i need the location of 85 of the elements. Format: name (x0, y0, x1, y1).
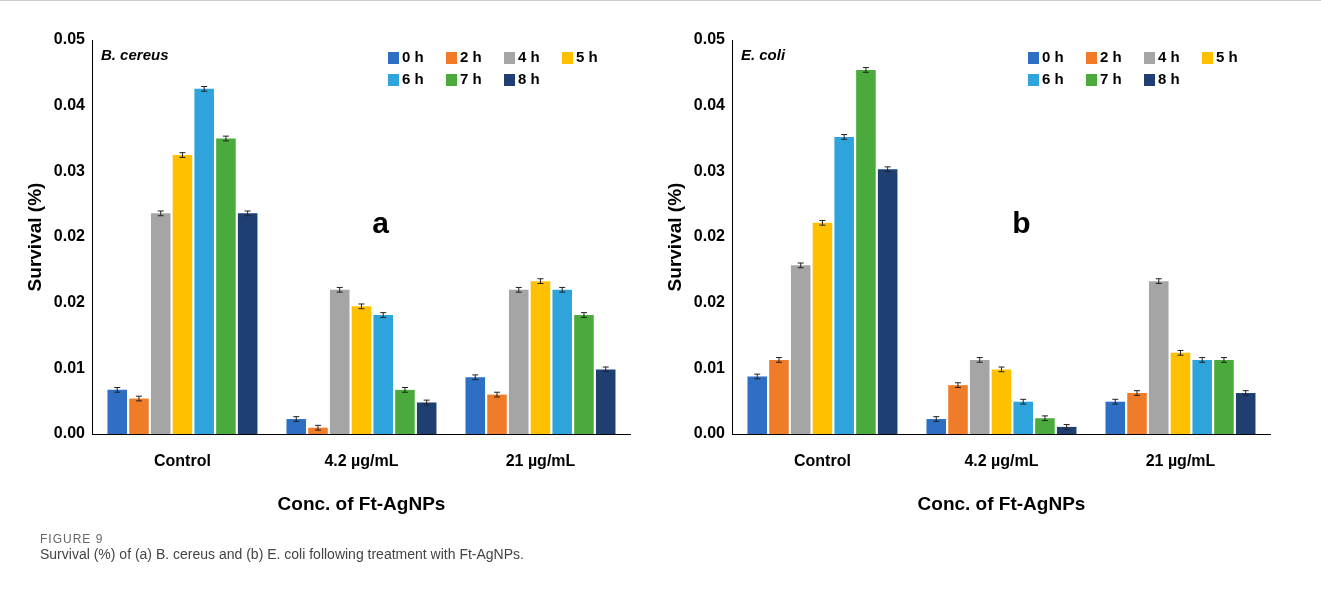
legend-label: 8 h (518, 70, 540, 88)
bar (856, 69, 876, 434)
bar (552, 289, 573, 434)
bar (948, 385, 968, 434)
bar (1056, 426, 1077, 434)
legend-label: 4 h (518, 48, 540, 66)
bar (769, 359, 789, 434)
caption: FIGURE 9 (40, 532, 105, 546)
bar (1170, 352, 1191, 434)
bar (395, 389, 415, 434)
legend-label: 6 h (402, 70, 424, 88)
bar (1127, 393, 1147, 434)
x-tick-label: Control (154, 452, 211, 470)
y-axis-title: Survival (%) (23, 182, 45, 292)
bar (926, 419, 947, 434)
legend-label: 0 h (1042, 48, 1064, 66)
y-tick-label: 0.02 (693, 227, 726, 245)
bar (1035, 418, 1055, 434)
y-axis-title: Survival (%) (663, 182, 685, 292)
bar (329, 289, 350, 434)
bar (969, 359, 990, 434)
bar (107, 389, 128, 434)
y-tick-label: 0.05 (693, 30, 726, 48)
bar (1013, 401, 1033, 434)
bar (991, 369, 1012, 434)
bar (877, 169, 898, 434)
y-tick-label: 0.01 (53, 358, 86, 376)
bar (1214, 359, 1234, 434)
bar (194, 88, 214, 434)
y-tick-label: 0.04 (53, 96, 86, 114)
x-axis-title: Conc. of Ft-AgNPs (917, 492, 1086, 514)
y-tick-label: 0.03 (693, 161, 726, 179)
bar (1105, 401, 1126, 434)
bar (465, 377, 486, 434)
bar (530, 281, 551, 434)
annotation: a (372, 205, 390, 239)
legend-label: 5 h (576, 48, 598, 66)
y-tick-label: 0.01 (693, 358, 726, 376)
x-tick-label: 21 µg/mL (505, 452, 576, 470)
legend-label: 6 h (1042, 70, 1064, 88)
legend-label: 8 h (1158, 70, 1180, 88)
bar (487, 394, 507, 434)
bar (373, 315, 393, 434)
y-tick-label: 0.03 (53, 161, 86, 179)
y-tick-label: 0.00 (693, 424, 726, 442)
bar (790, 265, 811, 434)
bar (595, 369, 616, 434)
bar (1148, 281, 1169, 434)
text: Survival (%) of (a) B. cereus and (b) E. coli following treatment with Ft-AgNPs. (40, 546, 524, 562)
x-tick-label: 4.2 µg/mL (324, 452, 399, 470)
bar (172, 155, 193, 434)
bar (574, 315, 594, 434)
legend-label: 2 h (1100, 48, 1122, 66)
bar (216, 138, 236, 434)
y-tick-label: 0.02 (693, 293, 726, 311)
y-tick-label: 0.02 (53, 227, 86, 245)
bar (1235, 393, 1256, 434)
legend-label: 5 h (1216, 48, 1238, 66)
legend-label: 7 h (460, 70, 482, 88)
x-tick-label: 4.2 µg/mL (964, 452, 1039, 470)
bar (416, 402, 437, 434)
y-tick-label: 0.04 (693, 96, 726, 114)
x-tick-label: Control (794, 452, 851, 470)
y-tick-label: 0.02 (53, 293, 86, 311)
bar (237, 213, 258, 434)
y-tick-label: 0.00 (53, 424, 86, 442)
annotation: E. coli (740, 45, 786, 63)
bar (129, 398, 149, 434)
bar (150, 213, 171, 434)
annotation: b (1012, 205, 1031, 239)
bar (351, 306, 372, 434)
bar (747, 376, 768, 434)
legend-label: 2 h (460, 48, 482, 66)
legend-label: 0 h (402, 48, 424, 66)
bar (286, 419, 307, 434)
y-tick-label: 0.05 (53, 30, 86, 48)
bar (812, 222, 833, 434)
x-axis-title: Conc. of Ft-AgNPs (277, 492, 446, 514)
legend-label: 7 h (1100, 70, 1122, 88)
bar (1192, 359, 1213, 434)
bar (834, 136, 854, 434)
legend-label: 4 h (1158, 48, 1180, 66)
annotation: B. cereus (100, 45, 169, 63)
x-tick-label: 21 µg/mL (1145, 452, 1216, 470)
bar (508, 289, 529, 434)
